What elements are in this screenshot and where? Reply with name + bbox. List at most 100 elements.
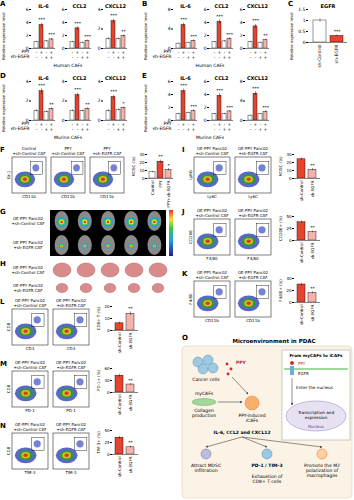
svg-text:2: 2: [98, 26, 101, 31]
svg-text:8: 8: [168, 7, 171, 12]
svg-text:+sh-Control CAF: +sh-Control CAF: [12, 270, 46, 275]
svg-text:-: -: [255, 55, 257, 60]
svg-text:sh-EGFR: sh-EGFR: [128, 394, 133, 411]
svg-text:B: B: [142, 0, 147, 8]
svg-text:1.5: 1.5: [298, 7, 305, 12]
svg-text:Attract MDSC: Attract MDSC: [191, 463, 221, 468]
svg-text:10: 10: [286, 168, 292, 173]
svg-text:2: 2: [62, 98, 65, 103]
svg-text:IL-6: IL-6: [180, 75, 191, 81]
svg-text:+: +: [192, 127, 196, 132]
svg-text:Enter the nucleus: Enter the nucleus: [296, 385, 333, 390]
svg-text:K: K: [182, 270, 188, 278]
svg-text:***: ***: [38, 83, 46, 88]
svg-text:+: +: [259, 55, 263, 60]
svg-text:***: ***: [48, 32, 56, 37]
svg-text:0: 0: [62, 118, 65, 123]
svg-text:+: +: [86, 122, 90, 127]
svg-text:-: -: [82, 50, 84, 55]
svg-text:+sh-Control CAF: +sh-Control CAF: [14, 427, 48, 432]
svg-text:F4/80: F4/80: [247, 256, 259, 261]
svg-text:PD-1: PD-1: [66, 408, 76, 413]
svg-text:+: +: [50, 50, 54, 55]
svg-text:10: 10: [139, 168, 145, 173]
svg-text:+: +: [122, 127, 126, 132]
svg-text:From myCAFs to iCAFs: From myCAFs to iCAFs: [289, 353, 343, 358]
svg-text:sh-EGFR: sh-EGFR: [310, 242, 315, 259]
svg-text:Control: Control: [150, 181, 155, 195]
svg-text:+: +: [182, 122, 186, 127]
svg-text:sh-EGFR: sh-EGFR: [11, 126, 30, 131]
svg-text:***: ***: [226, 105, 234, 110]
svg-text:*: *: [167, 163, 170, 168]
svg-text:+: +: [228, 55, 232, 60]
svg-text:-: -: [188, 50, 190, 55]
svg-text:+: +: [192, 50, 196, 55]
svg-text:G: G: [0, 208, 6, 216]
svg-text:CCL2: CCL2: [72, 3, 87, 9]
svg-text:+: +: [112, 50, 116, 55]
svg-text:D: D: [0, 72, 6, 80]
svg-text:-: -: [108, 122, 110, 127]
svg-text:EGFR: EGFR: [321, 3, 336, 9]
svg-text:+sh-Control CAF: +sh-Control CAF: [52, 151, 86, 156]
svg-text:0: 0: [142, 176, 145, 181]
svg-text:sh-EGFR: sh-EGFR: [310, 180, 315, 197]
svg-text:***: ***: [84, 34, 92, 39]
svg-text:PPY: PPY: [158, 180, 163, 188]
svg-text:+: +: [76, 50, 80, 55]
svg-text:6: 6: [204, 7, 207, 12]
svg-text:O: O: [182, 334, 188, 342]
svg-text:+: +: [254, 50, 258, 55]
svg-text:Relative expression level: Relative expression level: [1, 12, 6, 59]
svg-text:polarization of: polarization of: [306, 468, 339, 473]
svg-text:20: 20: [104, 304, 110, 309]
svg-text:-: -: [260, 50, 262, 55]
svg-text:-: -: [72, 127, 74, 132]
svg-text:30: 30: [139, 152, 145, 157]
svg-text:***: ***: [216, 14, 224, 19]
svg-text:+sh-Control CAF: +sh-Control CAF: [196, 275, 230, 280]
svg-text:+: +: [50, 127, 54, 132]
svg-text:*: *: [122, 101, 125, 106]
svg-text:-: -: [108, 50, 110, 55]
svg-text:OE-PPY Panc02: OE-PPY Panc02: [13, 240, 44, 245]
svg-text:4: 4: [98, 79, 101, 84]
svg-text:-: -: [36, 55, 38, 60]
svg-text:6: 6: [62, 7, 65, 12]
svg-text:0: 0: [107, 328, 110, 333]
svg-text:+: +: [50, 55, 54, 60]
svg-text:CD11b: CD11b: [205, 318, 219, 323]
svg-text:PPY-induced: PPY-induced: [238, 413, 265, 418]
svg-text:+: +: [117, 55, 121, 60]
svg-text:4: 4: [168, 92, 171, 97]
svg-text:-: -: [46, 50, 48, 55]
svg-text:30: 30: [104, 378, 110, 383]
svg-text:***: ***: [252, 18, 260, 23]
svg-text:macrophages: macrophages: [307, 473, 338, 478]
svg-text:CD8: CD8: [6, 322, 11, 331]
svg-text:0: 0: [62, 46, 65, 51]
svg-text:***: ***: [74, 87, 82, 92]
svg-text:A: A: [0, 0, 6, 8]
svg-text:+: +: [112, 122, 116, 127]
svg-text:50: 50: [104, 428, 110, 433]
svg-text:-: -: [46, 122, 48, 127]
svg-text:**: **: [310, 163, 315, 168]
svg-text:EGFR: EGFR: [298, 371, 309, 376]
svg-text:***: ***: [180, 17, 188, 22]
svg-text:-: -: [178, 55, 180, 60]
svg-text:***: ***: [190, 104, 198, 109]
svg-text:IL-6, CCL2 and CXCL12: IL-6, CCL2 and CXCL12: [213, 430, 270, 435]
svg-text:+: +: [76, 122, 80, 127]
svg-text:CD11b: CD11b: [100, 194, 114, 199]
svg-text:sh-EGFR: sh-EGFR: [11, 54, 30, 59]
svg-text:OE-PPY Panc02: OE-PPY Panc02: [56, 422, 87, 427]
svg-text:Nucleus: Nucleus: [308, 424, 324, 429]
svg-text:+: +: [264, 50, 268, 55]
svg-text:OE-PPY Panc02: OE-PPY Panc02: [13, 265, 44, 270]
svg-text:+sh-Control CAF: +sh-Control CAF: [14, 303, 48, 308]
svg-text:***: ***: [38, 17, 46, 22]
svg-text:+sh-Control CAF: +sh-Control CAF: [12, 221, 46, 226]
svg-text:PD-1 / TIM-3: PD-1 / TIM-3: [251, 463, 282, 468]
